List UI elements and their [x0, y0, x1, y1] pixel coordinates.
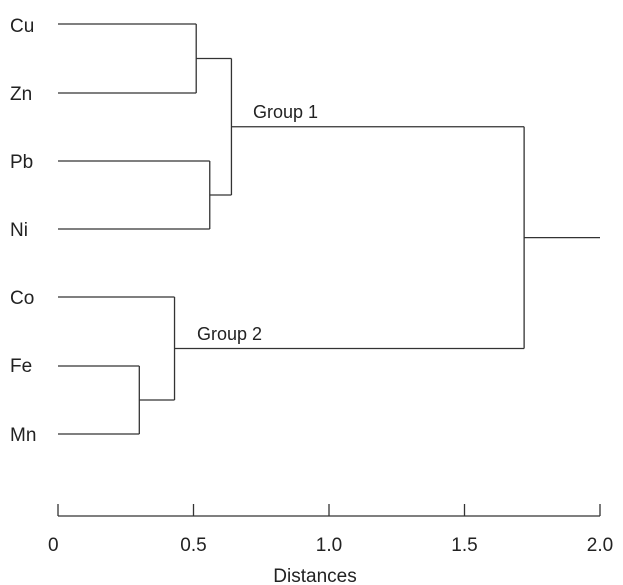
- leaf-label-pb: Pb: [10, 152, 33, 173]
- axis-tick-label-1: 0.5: [180, 535, 206, 556]
- axis-tick-label-3: 1.5: [451, 535, 477, 556]
- leaf-label-mn: Mn: [10, 425, 36, 446]
- axis-tick-label-0: 0: [48, 535, 59, 556]
- leaf-labels: Cu Zn Pb Ni Co Fe Mn: [10, 16, 36, 446]
- axis-tick-label-4: 2.0: [587, 535, 613, 556]
- group-label-1: Group 1: [253, 102, 318, 122]
- tree-branches: [58, 23, 600, 435]
- leaf-label-ni: Ni: [10, 220, 28, 241]
- axis-tick-label-2: 1.0: [316, 535, 342, 556]
- group-label-2: Group 2: [197, 324, 262, 344]
- leaf-label-zn: Zn: [10, 84, 32, 105]
- distance-axis: 0 0.5 1.0 1.5 2.0: [48, 504, 613, 556]
- axis-title: Distances: [273, 566, 356, 585]
- leaf-label-cu: Cu: [10, 16, 34, 37]
- leaf-label-fe: Fe: [10, 356, 32, 377]
- leaf-label-co: Co: [10, 288, 34, 309]
